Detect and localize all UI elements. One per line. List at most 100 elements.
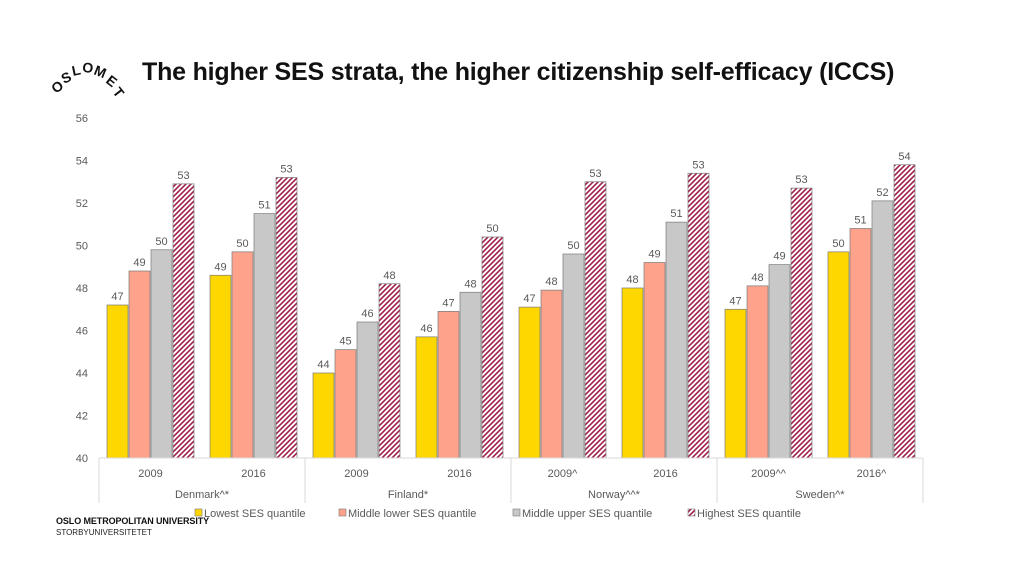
group-label: Denmark^* <box>175 489 230 501</box>
bar <box>459 291 482 459</box>
bar <box>518 306 541 459</box>
data-label: 47 <box>111 291 123 303</box>
data-label: 47 <box>729 295 741 307</box>
bar <box>356 321 379 459</box>
bar <box>687 172 710 459</box>
legend-label: Middle upper SES quantile <box>522 508 652 520</box>
data-label: 50 <box>832 238 844 250</box>
bar <box>150 249 173 459</box>
bar <box>437 311 460 459</box>
logo-letter: L <box>70 61 82 79</box>
data-label: 53 <box>795 174 807 186</box>
bar <box>893 164 916 459</box>
bar <box>209 274 232 459</box>
footer-subtitle: STORBYUNIVERSITETET <box>56 528 152 537</box>
footer: OSLO METROPOLITAN UNIVERSITY STORBYUNIVE… <box>56 516 209 537</box>
y-tick-label: 52 <box>76 198 88 210</box>
y-tick-label: 56 <box>76 113 88 125</box>
data-label: 46 <box>420 323 432 335</box>
logo-letter: M <box>92 62 109 81</box>
data-label: 44 <box>317 359 329 371</box>
x-tick-label: 2016 <box>653 468 677 480</box>
data-label: 51 <box>258 200 270 212</box>
y-tick-label: 44 <box>76 368 88 380</box>
data-label: 47 <box>523 293 535 305</box>
bar <box>106 304 129 459</box>
data-label: 54 <box>898 151 910 163</box>
bar <box>415 336 438 459</box>
group-label: Finland* <box>388 489 429 501</box>
bar <box>253 213 276 459</box>
data-label: 49 <box>214 261 226 273</box>
data-label: 51 <box>854 215 866 227</box>
logo-letter: O <box>82 59 94 76</box>
bar <box>871 200 894 459</box>
data-label: 49 <box>773 251 785 263</box>
bar <box>584 181 607 459</box>
bar <box>231 251 254 459</box>
data-label: 48 <box>626 274 638 286</box>
bar <box>849 228 872 459</box>
x-tick-label: 2016 <box>241 468 265 480</box>
legend-swatch <box>338 508 347 517</box>
bar <box>621 287 644 459</box>
bar <box>724 308 747 459</box>
data-label: 51 <box>670 208 682 220</box>
legend-swatch <box>687 508 696 517</box>
x-tick-label: 2009 <box>344 468 368 480</box>
y-tick-label: 54 <box>76 156 88 168</box>
bar <box>481 236 504 459</box>
data-label: 50 <box>155 236 167 248</box>
group-label: Sweden^* <box>795 489 845 501</box>
bar <box>790 187 813 459</box>
y-tick-label: 42 <box>76 411 88 423</box>
data-label: 46 <box>361 308 373 320</box>
bar <box>562 253 585 459</box>
page-title: The higher SES strata, the higher citize… <box>142 58 895 86</box>
x-tick-label: 2009^^ <box>751 468 787 480</box>
x-tick-label: 2016^ <box>857 468 887 480</box>
legend-label: Middle lower SES quantile <box>348 508 476 520</box>
legend-label: Highest SES quantile <box>697 508 801 520</box>
legend-label: Lowest SES quantile <box>204 508 306 520</box>
data-label: 53 <box>177 170 189 182</box>
data-label: 48 <box>383 270 395 282</box>
data-label: 48 <box>464 278 476 290</box>
data-label: 48 <box>545 276 557 288</box>
bar <box>665 221 688 459</box>
bar <box>128 270 151 459</box>
bar <box>312 372 335 459</box>
group-label: Norway^^* <box>588 489 641 501</box>
data-label: 53 <box>692 159 704 171</box>
x-tick-label: 2016 <box>447 468 471 480</box>
data-label: 47 <box>442 297 454 309</box>
x-tick-label: 2009 <box>138 468 162 480</box>
data-label: 49 <box>133 257 145 269</box>
legend-swatch <box>194 508 203 517</box>
data-label: 52 <box>876 187 888 199</box>
bar <box>827 251 850 459</box>
y-tick-label: 48 <box>76 283 88 295</box>
oslomet-logo: O S L O M E T <box>50 59 128 101</box>
bar <box>378 283 401 459</box>
y-tick-label: 40 <box>76 453 88 465</box>
bar <box>275 177 298 459</box>
bar <box>334 349 357 459</box>
y-tick-label: 50 <box>76 241 88 253</box>
data-label: 48 <box>751 272 763 284</box>
data-label: 53 <box>589 168 601 180</box>
data-label: 50 <box>567 240 579 252</box>
data-label: 49 <box>648 249 660 261</box>
bar <box>768 264 791 459</box>
y-tick-label: 46 <box>76 326 88 338</box>
data-label: 50 <box>486 223 498 235</box>
data-label: 53 <box>280 164 292 176</box>
footer-university-name: OSLO METROPOLITAN UNIVERSITY <box>56 516 210 526</box>
bar <box>540 289 563 459</box>
bar <box>643 262 666 459</box>
bar <box>172 183 195 459</box>
data-label: 45 <box>339 336 351 348</box>
data-label: 50 <box>236 238 248 250</box>
legend-swatch <box>512 508 521 517</box>
